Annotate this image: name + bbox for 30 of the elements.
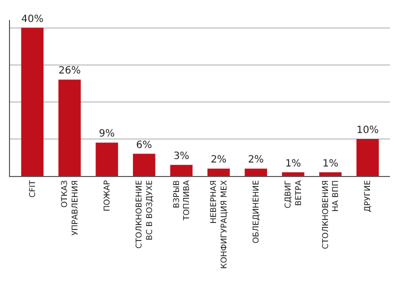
x-tick-label: ДРУГИЕ	[363, 180, 372, 212]
data-label: 10%	[356, 124, 379, 136]
bar	[207, 168, 230, 176]
data-label: 2%	[210, 154, 227, 166]
bar	[96, 142, 118, 176]
x-tick-label: НЕВЕРНАЯ КОНФИГУРАЦИЯ МЕХ	[209, 180, 228, 269]
x-tick-label: СТОЛКНОВЕНИЯ НА ВПП	[320, 180, 340, 250]
x-tick-label: ПОЖАР	[102, 180, 112, 212]
bar	[21, 28, 44, 176]
x-tick-label: СДВИГ ВЕТРА	[284, 180, 303, 208]
bar	[244, 168, 268, 176]
bar	[170, 164, 193, 176]
x-tick-label: CFIT	[28, 180, 37, 198]
bar	[356, 138, 379, 176]
x-tick-label: ВЗРЫВ ТОПЛИВА	[172, 180, 192, 222]
data-label: 1%	[285, 158, 302, 170]
x-tick-label: СТОЛКНОВЕНИЕ ВС В ВОЗДУХЕ	[134, 180, 154, 249]
data-label: 1%	[322, 158, 338, 170]
x-tick-label: ОТКАЗ УПРАВЛЕНИЯ	[60, 180, 80, 236]
data-label: 2%	[248, 154, 264, 166]
data-label: 26%	[58, 66, 81, 77]
data-label: 3%	[173, 150, 190, 162]
data-label: 9%	[98, 128, 115, 140]
bar	[58, 80, 81, 176]
bar	[132, 154, 156, 176]
data-label: 6%	[136, 140, 152, 151]
bar	[282, 172, 304, 176]
bar	[319, 172, 342, 176]
data-label: 40%	[21, 14, 44, 25]
x-tick-label: ОБЛЕДИНЕНИЕ	[251, 180, 260, 244]
